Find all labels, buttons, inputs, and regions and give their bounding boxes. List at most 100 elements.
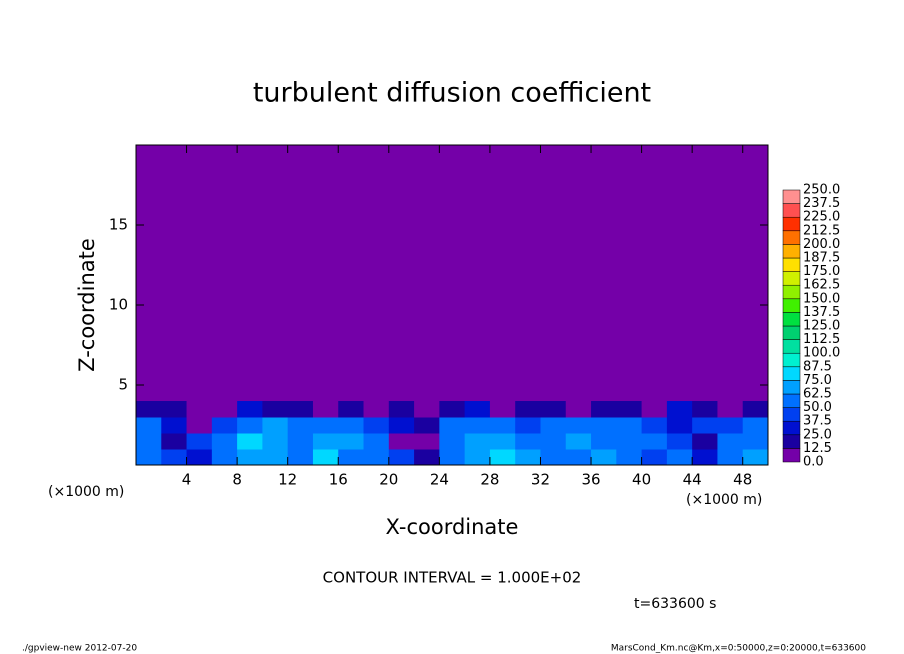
colorbar-band xyxy=(782,216,801,232)
colorbar-band xyxy=(782,284,801,300)
field-cell xyxy=(388,417,415,434)
field-cell xyxy=(666,433,693,450)
x-tick-label: 24 xyxy=(430,471,449,489)
field-cell xyxy=(641,401,668,418)
field-cell xyxy=(616,433,643,450)
field-cell xyxy=(161,449,188,466)
field-cell xyxy=(186,417,213,434)
colorbar-band xyxy=(782,325,801,340)
field-cell xyxy=(717,401,744,418)
x-tick-label: 28 xyxy=(480,471,499,489)
field-cell xyxy=(540,433,567,450)
colorbar-band xyxy=(782,339,801,354)
colorbar-band xyxy=(782,203,801,218)
y-unit-label: (×1000 m) xyxy=(48,484,124,500)
colorbar-label: 225.0 xyxy=(803,210,840,225)
colorbar-band xyxy=(782,407,801,422)
colorbar-label: 12.5 xyxy=(803,441,832,456)
field-cell xyxy=(464,417,491,434)
field-cell xyxy=(464,433,491,450)
field-cell xyxy=(439,417,466,434)
field-cell xyxy=(641,417,668,434)
x-tick-label: 40 xyxy=(632,471,651,489)
field-cell xyxy=(742,433,769,450)
field-cell xyxy=(136,433,162,450)
field-cell xyxy=(211,433,238,450)
field-cell xyxy=(363,449,390,466)
colorbar-band xyxy=(782,366,801,381)
colorbar-band xyxy=(782,257,801,272)
field-cell xyxy=(388,401,415,418)
field-cell xyxy=(742,401,769,418)
field-cell xyxy=(540,449,567,466)
colorbar-label: 200.0 xyxy=(803,237,840,252)
field-cell xyxy=(211,449,238,466)
x-unit-label: (×1000 m) xyxy=(686,492,762,508)
colorbar-band xyxy=(782,420,801,436)
colorbar-label: 75.0 xyxy=(803,373,832,388)
field-cell xyxy=(312,401,339,418)
field-cell xyxy=(489,433,516,450)
colorbar-band xyxy=(782,271,801,286)
field-cell xyxy=(439,401,466,418)
field-cell xyxy=(363,401,390,418)
field-cell xyxy=(161,401,188,418)
x-tick-label: 36 xyxy=(581,471,600,489)
x-tick-label: 20 xyxy=(379,471,398,489)
field-cell xyxy=(616,401,643,418)
field-cell xyxy=(363,433,390,450)
field-cell xyxy=(136,449,162,466)
field-cell xyxy=(237,449,263,466)
field-cell xyxy=(338,401,365,418)
field-cell xyxy=(591,433,617,450)
colorbar-label: 50.0 xyxy=(803,400,832,415)
colorbar-label: 87.5 xyxy=(803,359,832,374)
x-tick-label: 12 xyxy=(278,471,297,489)
field-cell xyxy=(338,417,365,434)
x-tick-label: 16 xyxy=(329,471,348,489)
colorbar-band xyxy=(782,352,801,368)
x-tick-label: 4 xyxy=(182,471,192,489)
field-cell xyxy=(717,433,744,450)
field-cell xyxy=(439,449,466,466)
field-cell xyxy=(489,449,516,466)
field-cell xyxy=(211,401,238,418)
field-cell xyxy=(591,417,617,434)
field-cell xyxy=(666,401,693,418)
field-cell xyxy=(717,417,744,434)
field-cell xyxy=(262,449,289,466)
colorbar-label: 150.0 xyxy=(803,291,840,306)
footer-left: ./gpview-new 2012-07-20 xyxy=(22,644,137,654)
field-cell xyxy=(262,401,289,418)
field-cell xyxy=(287,401,314,418)
colorbar-label: 175.0 xyxy=(803,264,840,279)
field-cell xyxy=(464,449,491,466)
field-cell xyxy=(414,449,440,466)
field-cell xyxy=(388,449,415,466)
field-cell xyxy=(565,401,592,418)
field-cell xyxy=(742,417,769,434)
colorbar-label: 0.0 xyxy=(803,455,824,470)
colorbar-label: 162.5 xyxy=(803,278,840,293)
field-cell xyxy=(287,417,314,434)
field-cell xyxy=(692,417,718,434)
colorbar-label: 137.5 xyxy=(803,305,840,320)
field-cell xyxy=(489,417,516,434)
field-cell xyxy=(161,417,188,434)
field-cell xyxy=(515,417,541,434)
colorbar-label: 62.5 xyxy=(803,387,832,402)
field-cell xyxy=(312,417,339,434)
field-cell xyxy=(237,433,263,450)
field-cell xyxy=(186,449,213,466)
y-tick-label: 10 xyxy=(109,296,128,314)
field-cell xyxy=(338,433,365,450)
field-cell xyxy=(489,401,516,418)
field-cell xyxy=(363,417,390,434)
field-cell xyxy=(641,433,668,450)
field-cell xyxy=(666,449,693,466)
field-cell xyxy=(414,433,440,450)
x-tick-label: 44 xyxy=(683,471,702,489)
field-cell xyxy=(616,449,643,466)
chart-title: turbulent diffusion coefficient xyxy=(253,78,651,109)
